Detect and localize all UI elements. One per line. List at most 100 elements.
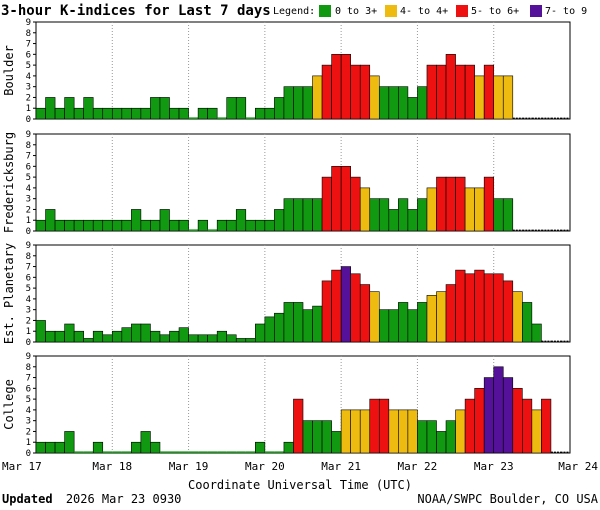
k-index-bar: [226, 219, 237, 232]
y-tick-label: 0: [26, 338, 31, 348]
k-index-bar: [131, 209, 142, 232]
y-tick-label: 9: [26, 352, 31, 362]
k-index-bar: [474, 75, 485, 120]
k-index-bar: [464, 398, 475, 454]
k-index-bar: [426, 64, 437, 120]
k-index-bar: [54, 219, 65, 232]
k-index-bar: [131, 441, 142, 454]
k-index-bar: [35, 219, 46, 232]
k-index-bar: [350, 176, 361, 232]
legend-text-3: 7- to 9: [545, 6, 587, 17]
k-index-bar: [92, 107, 104, 120]
x-tick-label: Mar 20: [245, 460, 285, 473]
y-tick-label: 4: [26, 406, 31, 416]
k-index-bar: [493, 75, 504, 120]
k-index-bar: [369, 75, 380, 120]
k-index-bar: [483, 377, 495, 454]
y-tick-label: 7: [26, 40, 31, 50]
k-index-bar: [436, 176, 447, 232]
k-index-bar: [159, 334, 170, 343]
k-index-bar: [302, 198, 313, 232]
k-index-bar: [92, 330, 104, 343]
k-index-bar: [73, 107, 84, 120]
y-tick-label: 1: [26, 327, 31, 337]
k-index-bar: [92, 219, 104, 232]
y-tick-label: 9: [26, 241, 31, 251]
k-index-bar: [150, 441, 161, 454]
k-index-bar: [321, 280, 332, 343]
y-tick-label: 6: [26, 384, 31, 394]
x-tick-label: Mar 17: [2, 460, 42, 473]
k-index-bar: [83, 219, 94, 232]
y-tick-label: 2: [26, 205, 31, 215]
k-index-bar: [398, 198, 409, 232]
k-index-bar: [445, 284, 456, 343]
y-tick-label: 6: [26, 162, 31, 172]
k-index-bar: [312, 198, 323, 232]
k-index-bar: [417, 302, 428, 343]
k-index-bar: [264, 316, 275, 343]
k-index-bar: [274, 97, 285, 120]
k-index-bar: [150, 330, 161, 343]
y-tick-label: 5: [26, 61, 31, 71]
k-index-bar: [121, 107, 132, 120]
k-index-bar: [426, 187, 437, 232]
y-tick-label: 4: [26, 184, 31, 194]
k-index-bar: [512, 291, 523, 343]
y-tick-label: 6: [26, 50, 31, 60]
k-index-bar: [64, 431, 75, 454]
k-index-bar: [159, 97, 170, 120]
k-index-bar: [302, 86, 313, 120]
y-tick-label: 0: [26, 115, 31, 125]
y-tick-label: 7: [26, 263, 31, 273]
y-tick-label: 9: [26, 130, 31, 140]
k-index-bar: [64, 97, 75, 120]
y-tick-label: 2: [26, 316, 31, 326]
k-index-bar: [493, 366, 504, 454]
legend-text-1: 4- to 4+: [400, 6, 448, 17]
k-index-bar: [359, 64, 371, 120]
k-index-bar: [35, 320, 46, 343]
legend-swatch-1: [385, 5, 397, 17]
k-index-bar: [455, 269, 466, 343]
panel-label: College: [2, 379, 16, 430]
legend-swatch-3: [530, 5, 542, 17]
y-tick-label: 4: [26, 72, 31, 82]
y-tick-label: 9: [26, 18, 31, 28]
k-index-bar: [140, 219, 151, 232]
k-index-bar: [102, 334, 113, 343]
k-index-bar: [445, 176, 456, 232]
k-index-bar: [274, 312, 285, 343]
k-index-bar: [378, 309, 390, 343]
k-index-bar: [331, 166, 342, 232]
updated-value: 2026 Mar 23 0930: [66, 492, 182, 506]
k-index-bar: [417, 420, 428, 454]
k-index-bar: [169, 107, 180, 120]
k-index-bar: [407, 209, 418, 232]
y-tick-label: 3: [26, 417, 31, 427]
k-index-bar: [121, 327, 132, 343]
k-index-bar: [45, 441, 56, 454]
k-index-bar: [417, 198, 428, 232]
k-index-bar: [178, 327, 189, 343]
k-index-bar: [283, 302, 294, 343]
k-index-bar: [64, 323, 75, 343]
k-index-bar: [502, 377, 514, 454]
k-index-bar: [73, 330, 84, 343]
k-index-bar: [131, 107, 142, 120]
k-index-bar: [350, 64, 361, 120]
k-index-bar: [83, 338, 94, 343]
k-index-bar: [102, 219, 113, 232]
k-index-bar: [464, 273, 475, 343]
k-index-bar: [331, 431, 342, 454]
k-index-bar: [197, 219, 208, 232]
k-index-bar: [359, 187, 371, 232]
k-index-bar: [274, 209, 285, 232]
k-index-bar: [140, 431, 151, 454]
k-index-bar: [235, 338, 247, 343]
k-index-bar: [245, 338, 256, 343]
panels: 0123456789Boulder0123456789Fredericksbur…: [2, 18, 571, 459]
